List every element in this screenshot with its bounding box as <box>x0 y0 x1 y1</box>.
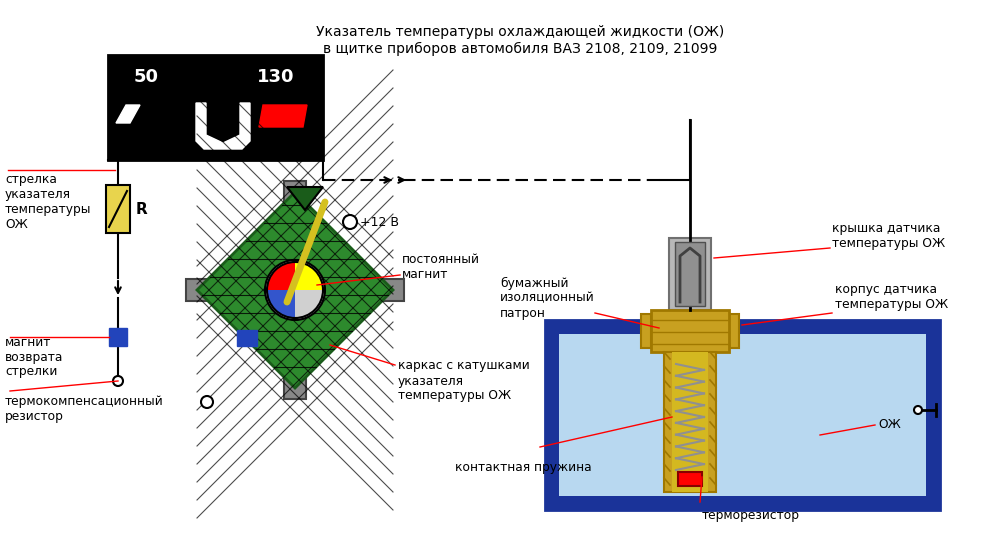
Text: Указатель температуры охлаждающей жидкости (ОЖ): Указатель температуры охлаждающей жидкос… <box>316 25 724 39</box>
Bar <box>382 279 404 301</box>
Bar <box>559 334 926 496</box>
Text: терморезистор: терморезистор <box>702 509 800 522</box>
Wedge shape <box>267 290 295 318</box>
Circle shape <box>265 260 325 320</box>
Bar <box>109 328 127 346</box>
Text: 50: 50 <box>134 68 158 86</box>
Text: 130: 130 <box>257 68 295 86</box>
Bar <box>284 181 306 203</box>
Text: в щитке приборов автомобиля ВАЗ 2108, 2109, 21099: в щитке приборов автомобиля ВАЗ 2108, 21… <box>323 42 717 56</box>
Polygon shape <box>259 105 307 127</box>
Polygon shape <box>116 105 140 123</box>
Polygon shape <box>196 103 250 149</box>
Bar <box>646 320 734 346</box>
Text: +12 В: +12 В <box>359 215 399 228</box>
Bar <box>678 472 702 486</box>
Text: R: R <box>136 201 148 216</box>
Polygon shape <box>287 187 323 210</box>
Circle shape <box>914 406 922 414</box>
Bar <box>237 330 257 346</box>
Bar <box>675 242 705 306</box>
Bar <box>651 310 729 352</box>
Bar <box>672 352 708 492</box>
Circle shape <box>201 396 213 408</box>
Bar <box>545 320 940 510</box>
Text: бумажный
изоляционный
патрон: бумажный изоляционный патрон <box>500 276 595 320</box>
Text: корпус датчика
температуры ОЖ: корпус датчика температуры ОЖ <box>835 283 949 311</box>
Polygon shape <box>197 192 393 388</box>
Bar <box>669 238 711 310</box>
Bar <box>106 185 130 233</box>
Text: термокомпенсационный
резистор: термокомпенсационный резистор <box>5 395 164 423</box>
Text: крышка датчика
температуры ОЖ: крышка датчика температуры ОЖ <box>832 222 946 250</box>
Text: постоянный
магнит: постоянный магнит <box>402 253 480 281</box>
Text: контактная пружина: контактная пружина <box>455 460 592 473</box>
Text: каркас с катушками
указателя
температуры ОЖ: каркас с катушками указателя температуры… <box>398 360 530 403</box>
Bar <box>186 279 208 301</box>
Circle shape <box>343 215 357 229</box>
Text: ОЖ: ОЖ <box>878 419 900 432</box>
Bar <box>664 352 716 492</box>
Text: магнит
возврата
стрелки: магнит возврата стрелки <box>5 335 63 379</box>
Bar <box>108 55 323 160</box>
Bar <box>641 314 651 348</box>
Bar <box>284 377 306 399</box>
Polygon shape <box>197 192 393 388</box>
Bar <box>729 314 739 348</box>
Circle shape <box>113 376 123 386</box>
Wedge shape <box>267 262 295 290</box>
Wedge shape <box>295 290 323 318</box>
Bar <box>660 320 720 336</box>
Text: стрелка
указателя
температуры
ОЖ: стрелка указателя температуры ОЖ <box>5 173 92 231</box>
Wedge shape <box>295 262 323 290</box>
